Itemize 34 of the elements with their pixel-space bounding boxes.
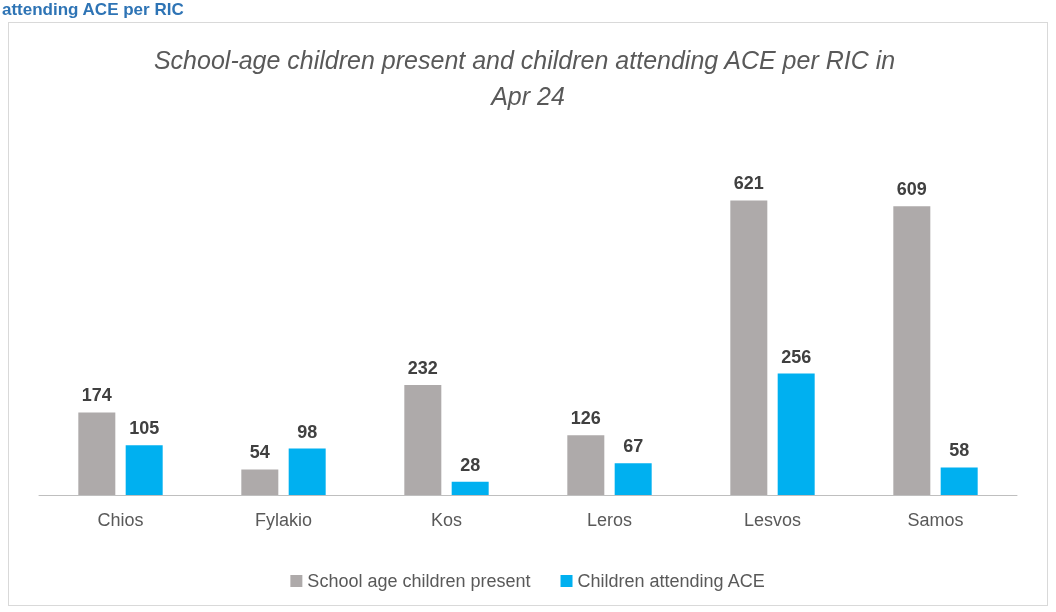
x-tick-label: Fylakio bbox=[254, 510, 313, 530]
x-tick-label: Leros bbox=[586, 510, 633, 530]
data-label: 232 bbox=[407, 357, 438, 378]
x-tick-label: Chios bbox=[97, 510, 144, 530]
data-label: 28 bbox=[460, 454, 481, 475]
x-tick-label: Kos bbox=[430, 510, 463, 530]
bar bbox=[567, 435, 605, 495]
x-tick-label: Lesvos bbox=[743, 510, 802, 530]
bar bbox=[78, 412, 116, 495]
data-label: 98 bbox=[297, 421, 318, 442]
bar bbox=[404, 384, 442, 495]
bar bbox=[940, 467, 978, 495]
chart-title: School-age children present and children attending ACE per RIC in Apr 24 bbox=[153, 46, 903, 110]
data-label: 609 bbox=[896, 179, 927, 200]
data-label: 54 bbox=[249, 442, 270, 463]
bar bbox=[730, 200, 768, 495]
legend-label: School age children present bbox=[307, 571, 531, 591]
data-label: 621 bbox=[733, 173, 764, 194]
data-label: 58 bbox=[949, 440, 970, 461]
bar bbox=[125, 445, 163, 495]
bar bbox=[777, 373, 815, 495]
bar bbox=[288, 448, 326, 495]
bar bbox=[451, 481, 489, 495]
bar bbox=[893, 206, 931, 495]
data-label: 67 bbox=[623, 436, 644, 457]
x-tick-label: Samos bbox=[907, 510, 964, 530]
data-label: 126 bbox=[570, 408, 601, 429]
data-label: 174 bbox=[81, 385, 112, 406]
legend-label: Children attending ACE bbox=[577, 571, 765, 591]
data-label: 256 bbox=[781, 346, 812, 367]
data-label: 105 bbox=[129, 418, 160, 439]
text: attending ACE per RIC bbox=[2, 0, 184, 20]
bar bbox=[614, 463, 652, 495]
bar bbox=[241, 469, 279, 495]
